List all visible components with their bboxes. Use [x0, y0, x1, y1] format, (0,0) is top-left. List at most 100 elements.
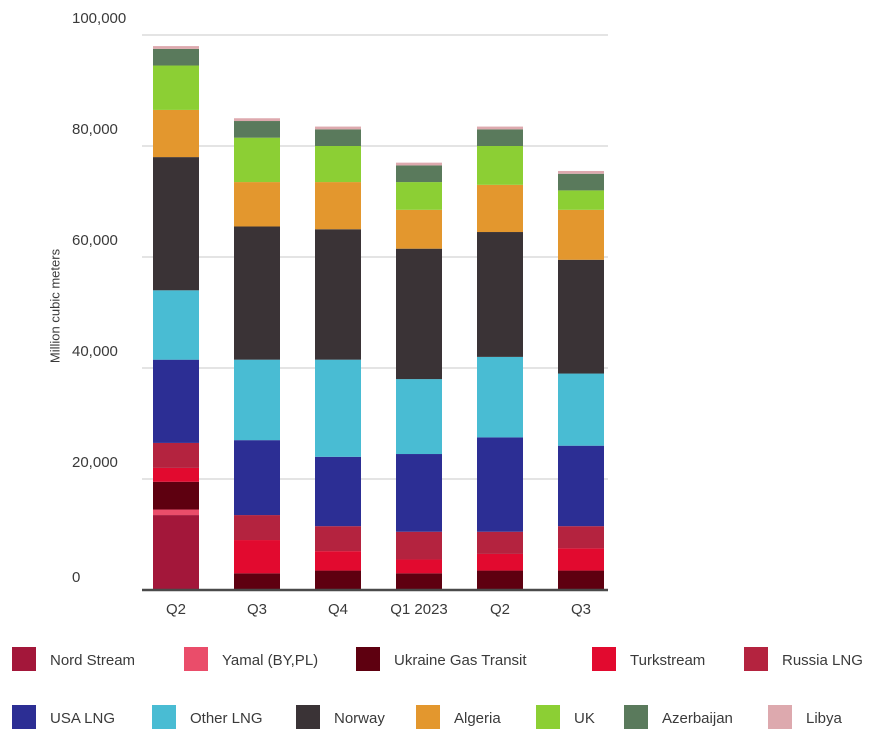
- legend-label: Algeria: [454, 710, 501, 727]
- bar-segment: [396, 454, 442, 532]
- bar-segment: [315, 456, 361, 527]
- bar-segment: [234, 182, 280, 227]
- legend-item: Other LNG: [152, 705, 263, 729]
- bar-stack: [558, 170, 604, 590]
- bar-segment: [396, 162, 442, 166]
- bar-segment: [153, 48, 199, 66]
- legend-label: Libya: [806, 710, 843, 727]
- legend-item: Turkstream: [592, 647, 705, 671]
- bar-segment: [558, 526, 604, 549]
- gridlines: [142, 34, 608, 480]
- legend-label: Other LNG: [190, 710, 263, 727]
- legend-swatch: [416, 705, 440, 729]
- bar-segment: [558, 445, 604, 527]
- legend-item: USA LNG: [12, 705, 115, 729]
- legend-label: Nord Stream: [50, 652, 135, 669]
- legend-label: Azerbaijan: [662, 710, 733, 727]
- y-tick-label: 0: [72, 569, 80, 586]
- bar-segment: [234, 118, 280, 122]
- bar-segment: [558, 548, 604, 571]
- legend-item: Algeria: [416, 705, 501, 729]
- x-tick-label: Q4: [328, 601, 348, 618]
- x-axis-tick-labels: Q2 Q3 Q4 Q1 2023 Q2 Q3: [166, 601, 591, 618]
- bar-segment: [477, 129, 523, 146]
- bar-segment: [477, 232, 523, 357]
- bar-segment: [234, 137, 280, 183]
- y-axis-title: Million cubic meters: [47, 248, 62, 363]
- bar-segment: [153, 157, 199, 291]
- bar-segment: [153, 46, 199, 49]
- bar-segment: [234, 440, 280, 516]
- bar-segment: [396, 559, 442, 574]
- legend-label: Norway: [334, 710, 385, 727]
- bar-stack: [315, 126, 361, 590]
- legend-item: Yamal (BY,PL): [184, 647, 318, 671]
- legend-label: UK: [574, 710, 595, 727]
- bar-segment: [315, 526, 361, 552]
- legend-item: Norway: [296, 705, 385, 729]
- x-tick-label: Q2: [490, 601, 510, 618]
- legend-item: UK: [536, 705, 595, 729]
- legend-label: Ukraine Gas Transit: [394, 652, 527, 669]
- bar-segment: [315, 570, 361, 590]
- legend-swatch: [12, 705, 36, 729]
- bar-segment: [153, 290, 199, 360]
- bar-segment: [315, 146, 361, 183]
- legend-swatch: [184, 647, 208, 671]
- y-tick-label: 80,000: [72, 121, 118, 138]
- bar-segment: [234, 515, 280, 541]
- bar-segment: [396, 182, 442, 210]
- bar-stack: [477, 126, 523, 590]
- legend-swatch: [152, 705, 176, 729]
- y-tick-label: 20,000: [72, 454, 118, 471]
- bar-segment: [396, 248, 442, 380]
- bar-segment: [234, 226, 280, 360]
- bar-segment: [153, 359, 199, 443]
- bar-segment: [234, 359, 280, 441]
- y-tick-label: 100,000: [72, 10, 126, 27]
- legend: Nord Stream Yamal (BY,PL) Ukraine Gas Tran…: [12, 647, 863, 729]
- bar-segment: [315, 359, 361, 457]
- x-tick-label: Q3: [571, 601, 591, 618]
- legend-swatch: [296, 705, 320, 729]
- bar-segment: [396, 379, 442, 455]
- bar-stack: [234, 118, 280, 590]
- bar-segment: [153, 467, 199, 482]
- bar-segment: [315, 129, 361, 146]
- legend-item: Libya: [768, 705, 843, 729]
- bar-stack: [153, 46, 199, 590]
- bar-segment: [558, 190, 604, 210]
- x-tick-label: Q2: [166, 601, 186, 618]
- bar-segment: [558, 173, 604, 191]
- legend-swatch: [592, 647, 616, 671]
- y-tick-label: 60,000: [72, 232, 118, 249]
- bar-segment: [558, 209, 604, 260]
- bar-segment: [558, 170, 604, 174]
- bar-stack: [396, 162, 442, 590]
- bar-segment: [477, 531, 523, 554]
- bar-segment: [558, 373, 604, 446]
- bar-segment: [315, 182, 361, 230]
- legend-swatch: [768, 705, 792, 729]
- bar-segment: [315, 551, 361, 571]
- legend-item: Ukraine Gas Transit: [356, 647, 527, 671]
- legend-item: Russia LNG: [744, 647, 863, 671]
- bar-segment: [153, 65, 199, 110]
- legend-label: USA LNG: [50, 710, 115, 727]
- x-tick-label: Q1 2023: [390, 601, 448, 618]
- legend-swatch: [12, 647, 36, 671]
- bar-segment: [477, 184, 523, 233]
- bar-segment: [477, 437, 523, 532]
- legend-item: Nord Stream: [12, 647, 135, 671]
- bar-segment: [153, 515, 199, 590]
- bar-segment: [234, 540, 280, 574]
- bar-segment: [477, 146, 523, 185]
- bar-segment: [234, 121, 280, 138]
- bar-segment: [153, 109, 199, 158]
- bar-segment: [315, 229, 361, 360]
- bar-segment: [477, 126, 523, 130]
- legend-swatch: [356, 647, 380, 671]
- bar-segment: [477, 553, 523, 571]
- bar-segment: [477, 570, 523, 590]
